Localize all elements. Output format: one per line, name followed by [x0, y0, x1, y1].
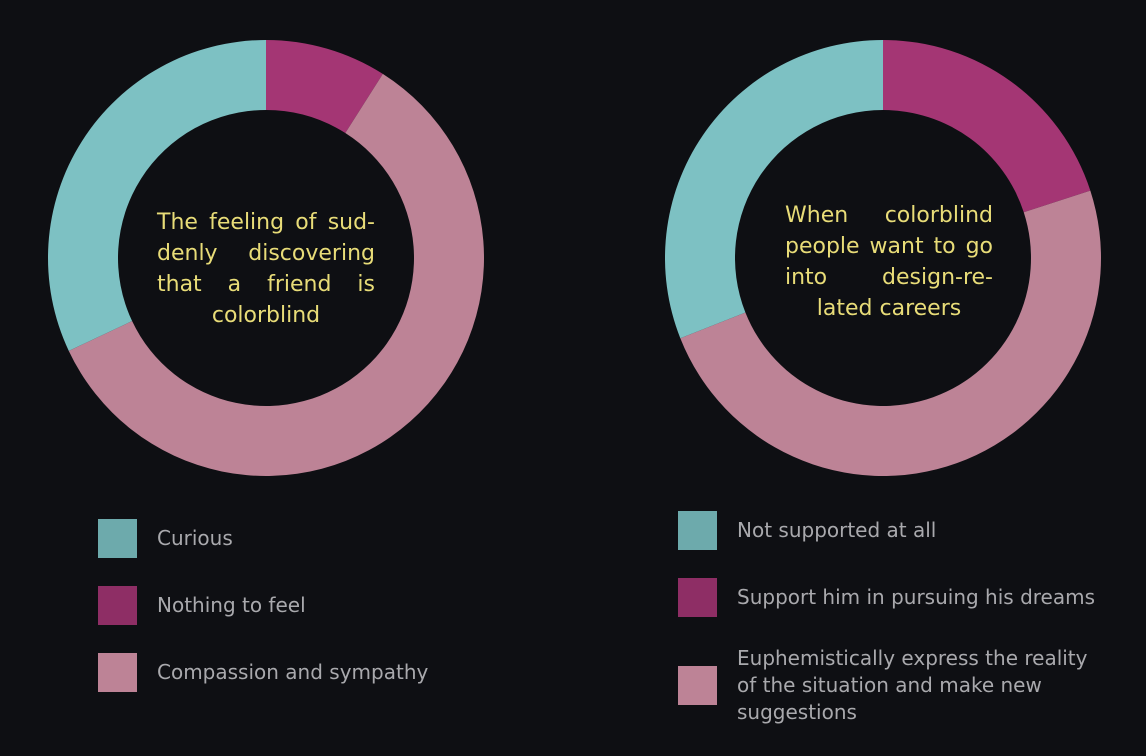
donut-slice-curious — [47, 40, 266, 351]
legend-swatch — [678, 511, 717, 550]
legend-item-curious: Curious — [98, 519, 428, 558]
legend-label: Compassion and sympathy — [157, 660, 429, 684]
legend-swatch — [98, 586, 137, 625]
chart-title: When colorblind people want to go into d… — [785, 203, 993, 321]
donut-chart-friend-colorblind: The feeling of sud-denly discovering tha… — [47, 40, 485, 720]
donut-slice-support-him-in-pursuing-his-dreams — [883, 40, 1091, 213]
legend: Curious Nothing to feel Compassion and s… — [98, 519, 428, 720]
donut-chart-design-careers: When colorblind people want to go into d… — [573, 0, 1146, 756]
donut-slice-compassion-and-sympathy — [68, 73, 485, 477]
legend-item-not-supported: Not supported at all — [678, 511, 1097, 550]
legend-item-compassion-and-sympathy: Compassion and sympathy — [98, 653, 428, 692]
legend-item-nothing-to-feel: Nothing to feel — [98, 586, 428, 625]
legend-label: Euphemistically express the reality of t… — [737, 646, 1088, 724]
legend-swatch — [98, 519, 137, 558]
legend-label: Not supported at all — [737, 518, 937, 542]
donut-slice-not-supported-at-all — [665, 40, 883, 339]
donut-slice-nothing-to-feel — [266, 40, 383, 134]
donut-slice-euphemistically-express-the-reality-of-the-situation-and-make-new-suggestions — [680, 190, 1101, 476]
legend-label: Support him in pursuing his dreams — [737, 585, 1096, 609]
donut-svg — [47, 40, 485, 477]
donut-svg — [665, 40, 1101, 476]
legend-label: Nothing to feel — [157, 593, 306, 617]
legend-swatch — [98, 653, 137, 692]
legend-swatch — [678, 578, 717, 617]
legend-item-support-dreams: Support him in pursuing his dreams — [678, 578, 1097, 617]
chart-title: The feeling of sud-denly discovering tha… — [157, 210, 375, 328]
legend: Not supported at all Support him in purs… — [678, 511, 1097, 754]
legend-label: Curious — [157, 526, 233, 550]
legend-item-euphemistically-express: Euphemistically express the reality of t… — [678, 645, 1097, 726]
legend-swatch — [678, 666, 717, 705]
